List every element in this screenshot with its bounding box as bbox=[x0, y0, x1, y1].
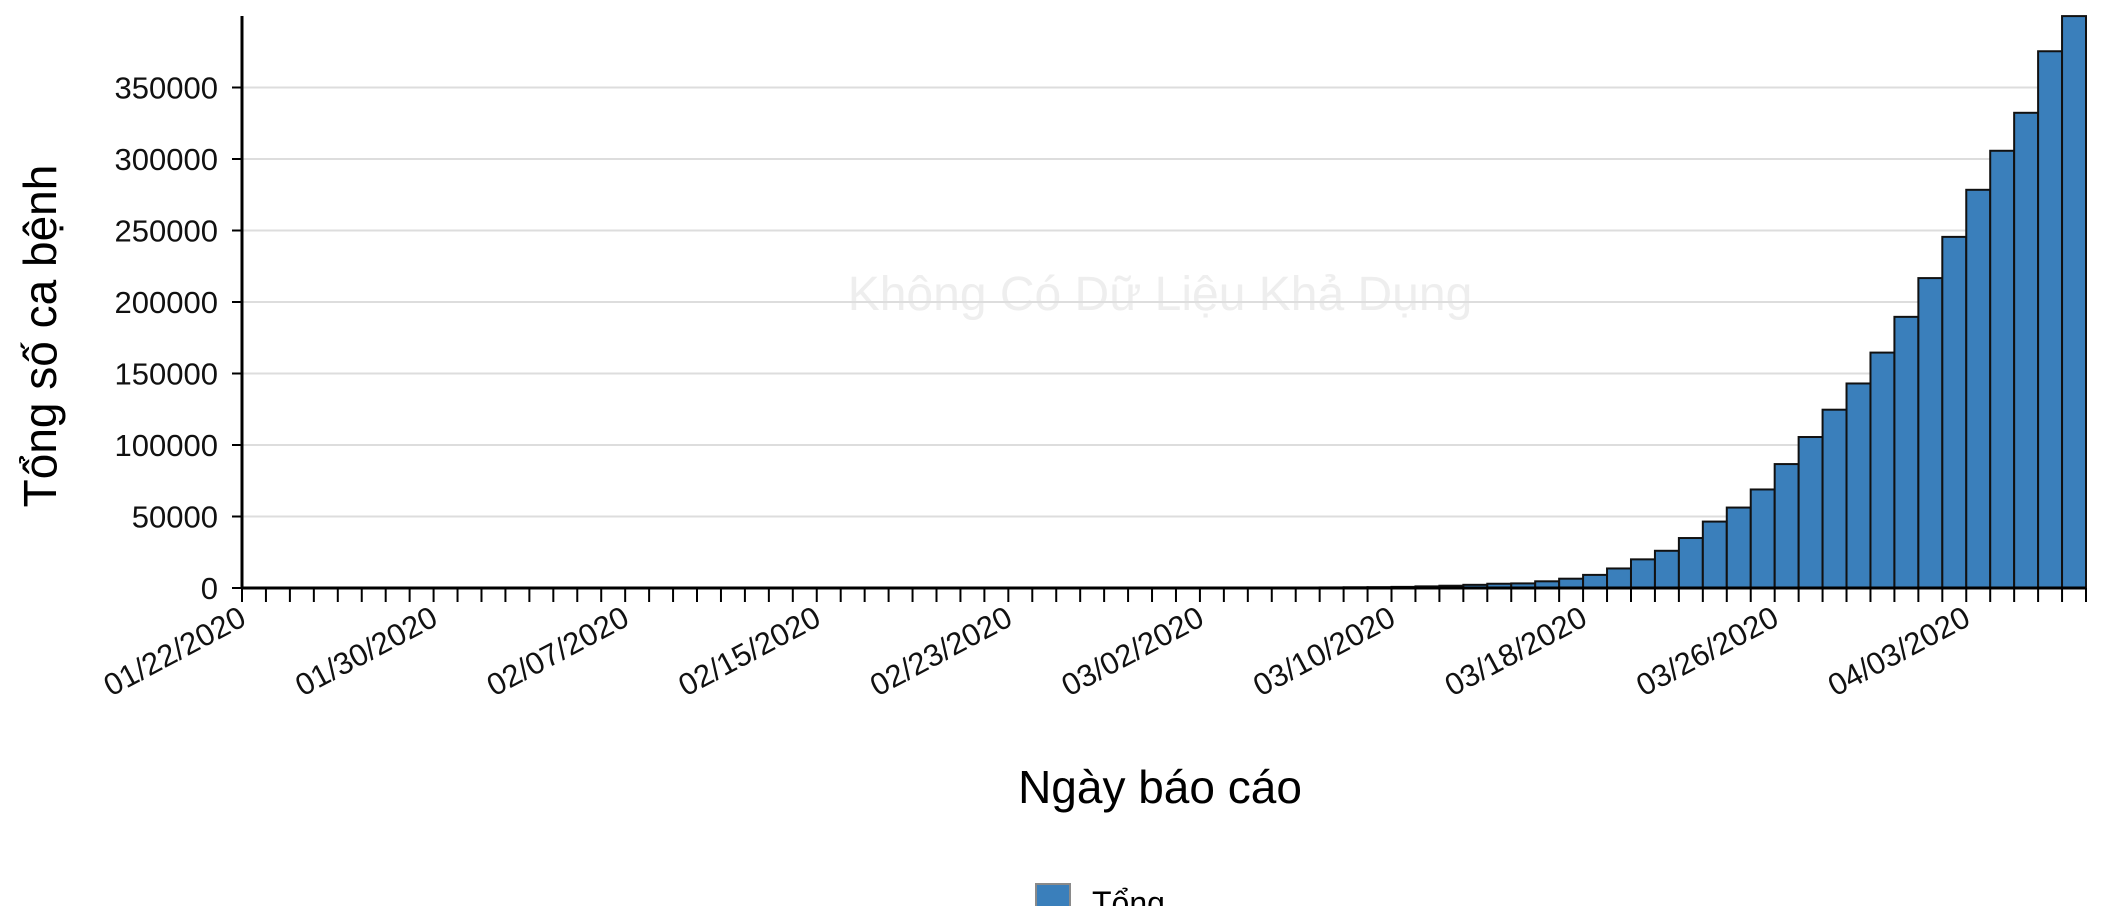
no-data-watermark: Không Có Dữ Liệu Khả Dụng bbox=[848, 268, 1473, 321]
bar bbox=[1582, 573, 1609, 589]
bar bbox=[1606, 567, 1632, 590]
y-tick-label: 200000 bbox=[115, 285, 218, 320]
y-tick-label: 100000 bbox=[115, 428, 218, 463]
bar bbox=[1893, 315, 1920, 589]
bar bbox=[1917, 277, 1944, 589]
bar bbox=[1965, 188, 1992, 589]
y-tick-label: 0 bbox=[201, 571, 218, 606]
bar bbox=[2013, 111, 2040, 589]
y-tick-label: 50000 bbox=[132, 500, 218, 535]
y-gridlines bbox=[242, 86, 2086, 518]
x-tick-label: 03/10/2020 bbox=[1247, 599, 1400, 703]
x-tick-label: 01/22/2020 bbox=[98, 599, 251, 703]
x-tick-label: 04/03/2020 bbox=[1822, 599, 1975, 703]
x-tick-label: 01/30/2020 bbox=[289, 599, 442, 703]
bar bbox=[1677, 537, 1704, 590]
bar bbox=[1773, 463, 1800, 589]
bar bbox=[1629, 558, 1656, 590]
x-tick-label: 03/18/2020 bbox=[1439, 599, 1592, 703]
legend[interactable]: Tổng bbox=[1035, 883, 1165, 906]
x-tick-label: 03/02/2020 bbox=[1056, 599, 1209, 703]
bar bbox=[1941, 235, 1968, 589]
legend-swatch bbox=[1035, 883, 1071, 906]
bar bbox=[1797, 436, 1824, 590]
bar bbox=[1725, 506, 1752, 590]
x-axis-ticks: 01/22/2020 01/30/2020 02/07/2020 02/15/2020… bbox=[98, 588, 2087, 703]
bar bbox=[1653, 549, 1680, 589]
bar bbox=[1989, 149, 2016, 589]
y-axis-ticks: 0 50000 100000 150000 200000 250000 300000 3500… bbox=[115, 71, 242, 606]
x-axis-title: Ngày báo cáo bbox=[1018, 761, 1302, 813]
y-tick-label: 300000 bbox=[115, 142, 218, 177]
legend-label: Tổng bbox=[1092, 885, 1165, 906]
y-axis-title: Tổng số ca bệnh bbox=[14, 165, 66, 508]
bar bbox=[1749, 488, 1776, 589]
bar bbox=[2037, 50, 2064, 589]
bar bbox=[1821, 408, 1848, 589]
y-tick-label: 350000 bbox=[115, 71, 218, 106]
bar bbox=[1701, 520, 1728, 589]
x-tick-label: 02/23/2020 bbox=[864, 599, 1017, 703]
bar-series bbox=[241, 15, 2088, 590]
bar bbox=[2061, 15, 2088, 590]
x-tick-label: 03/26/2020 bbox=[1631, 599, 1784, 703]
bar bbox=[1845, 382, 1872, 589]
y-tick-label: 150000 bbox=[115, 357, 218, 392]
y-tick-label: 250000 bbox=[115, 214, 218, 249]
x-tick-label: 02/07/2020 bbox=[481, 599, 634, 703]
x-tick-label: 02/15/2020 bbox=[673, 599, 826, 703]
bar bbox=[1869, 351, 1896, 590]
